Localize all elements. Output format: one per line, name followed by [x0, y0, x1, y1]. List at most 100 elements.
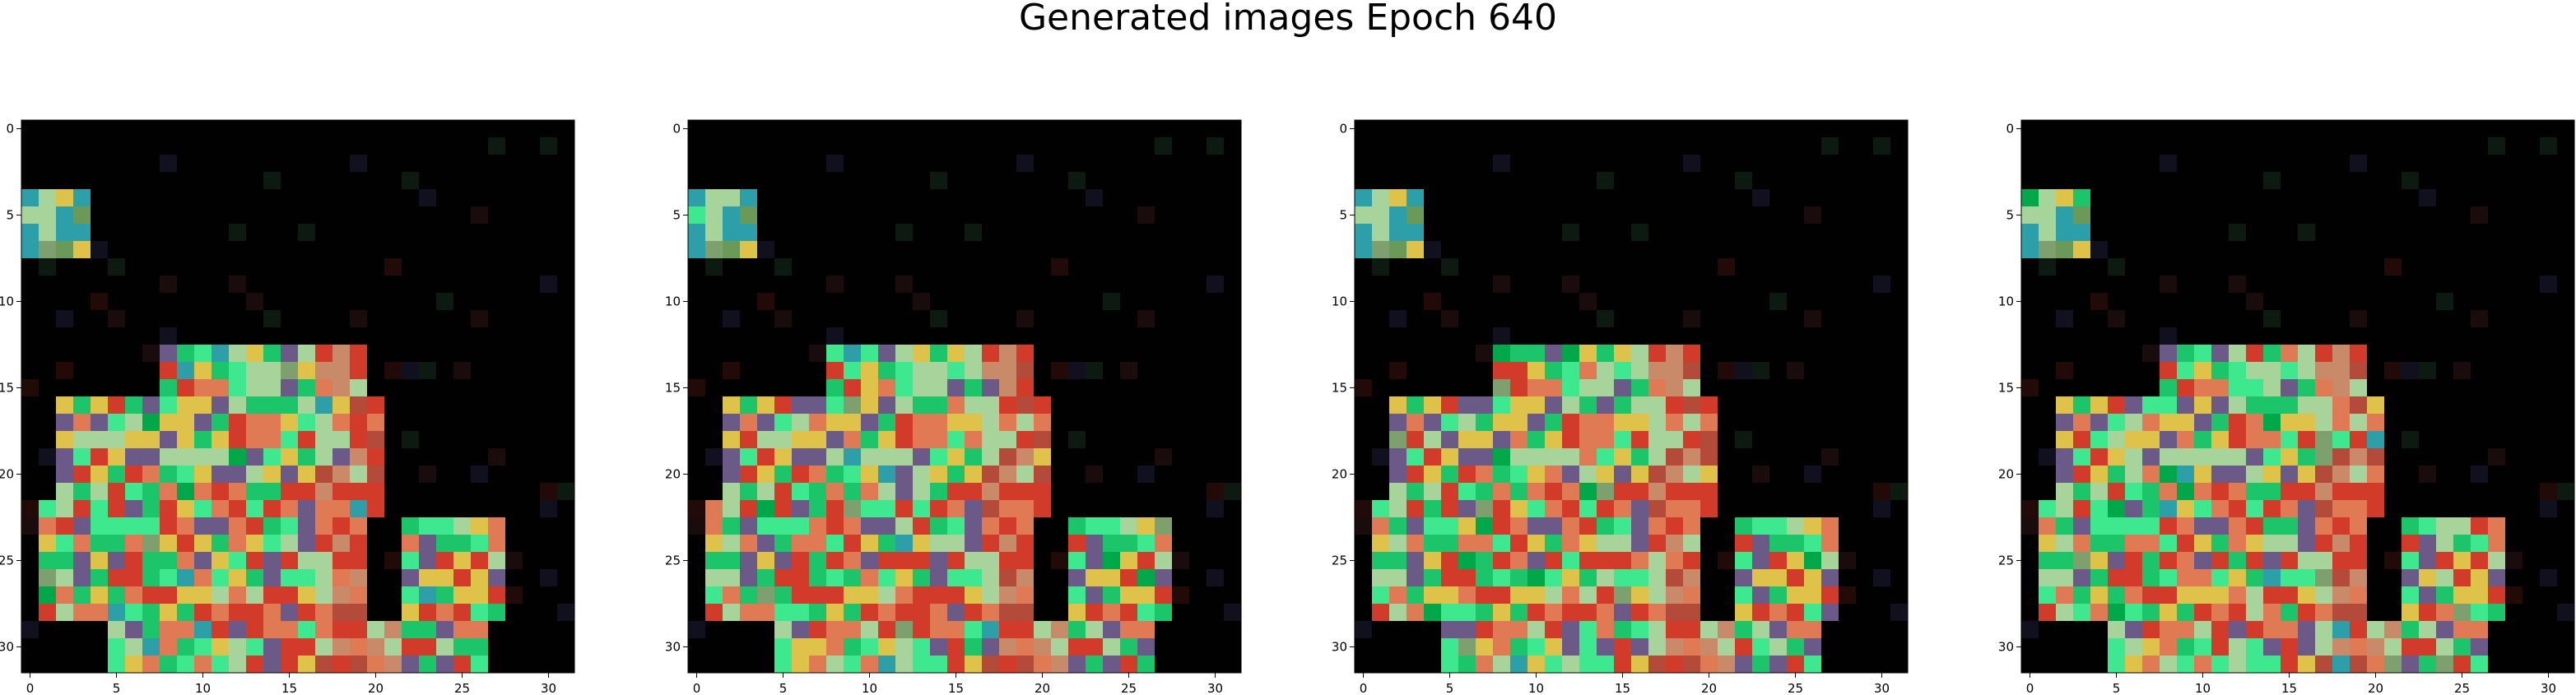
- image-pixel: [2315, 414, 2332, 431]
- x-tick-label: 20: [1701, 681, 1717, 695]
- image-pixel: [56, 500, 73, 517]
- image-pixel: [2263, 638, 2281, 656]
- image-pixel: [2142, 431, 2160, 448]
- image-pixel: [1120, 604, 1137, 621]
- image-pixel: [2315, 483, 2332, 500]
- image-pixel: [1086, 517, 1103, 535]
- image-pixel: [1597, 483, 1614, 500]
- image-pixel: [895, 448, 913, 466]
- image-pixel: [1510, 586, 1527, 604]
- image-pixel: [2540, 276, 2557, 293]
- image-pixel: [263, 379, 281, 396]
- image-pixel: [177, 552, 194, 569]
- image-pixel: [878, 396, 895, 414]
- image-pixel: [453, 586, 471, 604]
- image-pixel: [1648, 604, 1666, 621]
- image-pixel: [2281, 569, 2298, 586]
- image-pixel: [1579, 448, 1597, 466]
- image-pixel: [160, 638, 177, 656]
- image-pixel: [1458, 621, 1476, 638]
- image-pixel: [56, 466, 73, 483]
- image-pixel: [861, 621, 878, 638]
- image-pixel: [125, 396, 142, 414]
- image-pixel: [488, 137, 505, 155]
- image-pixel: [2384, 552, 2402, 569]
- image-pixel: [930, 448, 947, 466]
- image-pixel: [73, 535, 91, 552]
- image-pixel: [229, 483, 246, 500]
- image-pixel: [2090, 586, 2108, 604]
- image-pixel: [2125, 500, 2142, 517]
- image-pixel: [1510, 431, 1527, 448]
- image-pixel: [1648, 552, 1666, 569]
- y-tick-label: 0: [1339, 122, 1347, 137]
- image-pixel: [39, 448, 56, 466]
- image-pixel: [2298, 638, 2315, 656]
- image-pixel: [2194, 569, 2211, 586]
- image-pixel: [2315, 431, 2332, 448]
- image-pixel: [2142, 448, 2160, 466]
- image-pixel: [263, 500, 281, 517]
- image-pixel: [1120, 569, 1137, 586]
- image-pixel: [177, 345, 194, 362]
- image-pixel: [2056, 569, 2073, 586]
- y-tick-label: 25: [1998, 554, 2014, 568]
- image-pixel: [281, 448, 298, 466]
- image-pixel: [1562, 552, 1579, 569]
- y-tick-label: 5: [6, 208, 14, 223]
- image-pixel: [930, 552, 947, 569]
- image-pixel: [2177, 466, 2194, 483]
- image-pixel: [39, 586, 56, 604]
- image-pixel: [281, 586, 298, 604]
- image-pixel: [2281, 656, 2298, 673]
- image-pixel: [1476, 414, 1493, 431]
- image-pixel: [1424, 535, 1441, 552]
- image-pixel: [1873, 569, 1890, 586]
- image-pixel: [1068, 172, 1086, 189]
- image-pixel: [913, 379, 930, 396]
- image-pixel: [1527, 552, 1545, 569]
- image-pixel: [1597, 535, 1614, 552]
- image-pixel: [160, 621, 177, 638]
- x-tick-label: 5: [113, 681, 121, 695]
- x-tick-label: 20: [1035, 681, 1050, 695]
- image-pixel: [1614, 483, 1631, 500]
- image-pixel: [2194, 656, 2211, 673]
- image-pixel: [453, 517, 471, 535]
- image-pixel: [1458, 517, 1476, 535]
- image-pixel: [315, 483, 332, 500]
- image-pixel: [39, 604, 56, 621]
- image-pixel: [229, 621, 246, 638]
- image-pixel: [2263, 569, 2281, 586]
- image-pixel: [350, 483, 367, 500]
- image-pixel: [1441, 604, 1458, 621]
- image-pixel: [2246, 293, 2263, 310]
- image-pixel: [315, 414, 332, 431]
- image-pixel: [2142, 552, 2160, 569]
- image-pixel: [332, 362, 350, 379]
- image-pixel: [2229, 362, 2246, 379]
- image-pixel: [1787, 656, 1804, 673]
- image-pixel: [1579, 552, 1597, 569]
- image-pixel: [1207, 137, 1224, 155]
- image-pixel: [281, 466, 298, 483]
- image-pixel: [1016, 362, 1034, 379]
- image-pixel: [194, 362, 212, 379]
- image-pixel: [125, 517, 142, 535]
- image-pixel: [2263, 517, 2281, 535]
- image-pixel: [2281, 535, 2298, 552]
- image-pixel: [965, 396, 982, 414]
- image-pixel: [1839, 586, 1856, 604]
- image-pixel: [965, 362, 982, 379]
- image-pixel: [878, 362, 895, 379]
- image-pixel: [723, 396, 740, 414]
- image-pixel: [740, 552, 757, 569]
- image-pixel: [160, 517, 177, 535]
- image-pixel: [2488, 448, 2505, 466]
- image-pixel: [384, 638, 402, 656]
- image-pixel: [740, 206, 757, 224]
- image-pixel: [1666, 466, 1683, 483]
- image-pixel: [281, 379, 298, 396]
- image-pixel: [2367, 656, 2384, 673]
- image-pixel: [895, 638, 913, 656]
